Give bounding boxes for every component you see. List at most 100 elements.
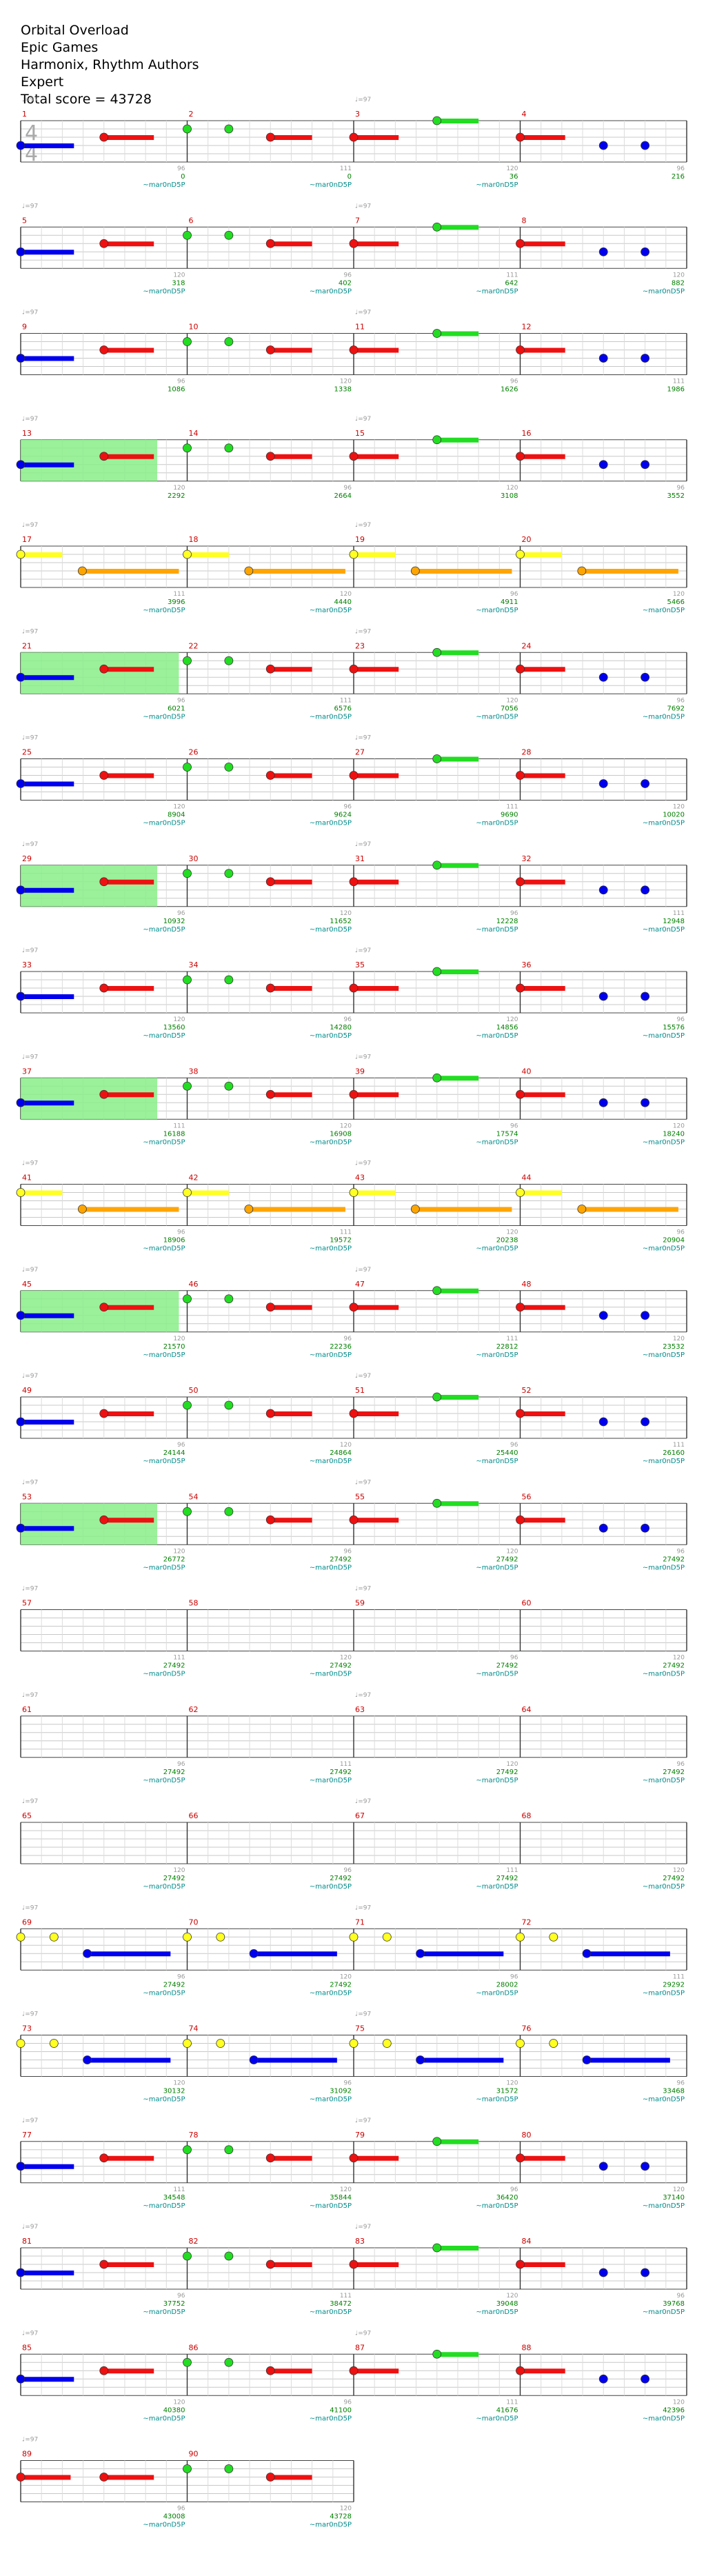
sustain-bar <box>270 1518 312 1523</box>
tempo-marker: ♩=97 <box>355 2224 371 2231</box>
sustain-bar <box>21 1313 74 1318</box>
measure-tag: ~mar0nD5P <box>476 1671 518 1678</box>
measure-tag: ~mar0nD5P <box>310 1245 352 1253</box>
note-gem <box>349 1932 359 1942</box>
note-head <box>349 983 359 993</box>
note-head <box>516 2366 525 2375</box>
measure-score: 4911 <box>501 598 518 606</box>
measure-number: 48 <box>522 1280 532 1289</box>
note-gem <box>183 337 192 346</box>
measure-tag: ~mar0nD5P <box>310 1458 352 1465</box>
measure-score: 27492 <box>663 1769 685 1776</box>
beat-label: 120 <box>173 2080 185 2087</box>
note-gem <box>16 1932 26 1942</box>
measure-number: 43 <box>355 1174 365 1183</box>
beat-label: 111 <box>673 910 685 917</box>
measure-score: 16908 <box>330 1130 352 1138</box>
sustain-bar <box>21 462 74 467</box>
note-gem <box>516 1932 525 1942</box>
measure-tag: ~mar0nD5P <box>310 1351 352 1359</box>
tempo-marker: ♩=97 <box>22 1479 38 1486</box>
beat-label: 96 <box>510 379 518 385</box>
measure-score: 27492 <box>496 1875 518 1882</box>
sustain-bar <box>436 1076 479 1081</box>
note-gem <box>598 1098 608 1107</box>
measure-number: 85 <box>22 2343 32 2352</box>
measure-number: 84 <box>522 2237 532 2246</box>
tempo-marker: ♩=97 <box>22 203 38 210</box>
beat-label: 111 <box>173 591 185 598</box>
beat-label: 96 <box>344 1867 352 1874</box>
note-head <box>265 983 275 993</box>
measure-score: 24144 <box>163 1449 185 1457</box>
measure-score: 13560 <box>163 1024 185 1032</box>
measure-number: 9 <box>22 323 27 332</box>
note-gem <box>641 779 650 788</box>
measure-number: 86 <box>189 2343 199 2352</box>
sustain-bar <box>21 781 74 787</box>
measure-score: 2292 <box>168 492 185 500</box>
note-head <box>577 566 587 576</box>
note-gem <box>183 2357 192 2367</box>
note-gem <box>224 763 234 772</box>
measure-score: 14280 <box>330 1024 352 1032</box>
sustain-bar <box>520 2155 565 2161</box>
staff-row <box>20 1396 687 1439</box>
beat-label: 120 <box>673 272 685 279</box>
note-head <box>349 771 359 780</box>
beat-label: 120 <box>506 485 518 492</box>
sustain-bar <box>354 552 396 557</box>
beat-label: 120 <box>340 379 352 385</box>
sustain-bar <box>82 1207 179 1212</box>
note-head <box>432 435 442 445</box>
measure-number: 52 <box>522 1386 532 1395</box>
note-head <box>99 2473 109 2482</box>
note-gem <box>641 1523 650 1533</box>
overdrive-region <box>21 652 179 694</box>
sustain-bar <box>520 135 565 140</box>
measure-score: 22812 <box>496 1343 518 1351</box>
note-gem <box>16 2039 26 2048</box>
tempo-marker: ♩=97 <box>22 1798 38 1805</box>
measure-number: 39 <box>355 1067 365 1076</box>
sustain-bar <box>436 863 479 868</box>
note-head <box>83 2055 92 2064</box>
beat-label: 96 <box>344 1336 352 1342</box>
note-head <box>432 967 442 976</box>
measure-score: 38472 <box>330 2300 352 2308</box>
note-gem <box>598 2162 608 2171</box>
measure-score: 27492 <box>496 1662 518 1670</box>
measure-tag: ~mar0nD5P <box>310 926 352 934</box>
measure-score: 27492 <box>663 1556 685 1563</box>
note-gem <box>598 354 608 363</box>
measure-tag: ~mar0nD5P <box>643 1989 685 1997</box>
sustain-bar <box>520 773 565 778</box>
note-gem <box>349 2039 359 2048</box>
sustain-bar <box>103 2368 154 2374</box>
measure-number: 18 <box>189 535 199 544</box>
note-gem <box>224 2251 234 2261</box>
measure-number: 51 <box>355 1386 365 1395</box>
measure-tag: ~mar0nD5P <box>143 1245 185 1253</box>
measure-tag: ~mar0nD5P <box>643 820 685 827</box>
sustain-bar <box>354 135 399 140</box>
note-head <box>432 1498 442 1508</box>
beat-label: 120 <box>673 591 685 598</box>
sustain-bar <box>270 2475 312 2480</box>
note-head <box>249 1949 259 1958</box>
note-gem <box>183 443 192 453</box>
measure-score: 24864 <box>330 1449 352 1457</box>
sustain-bar <box>270 135 312 140</box>
measure-tag: ~mar0nD5P <box>476 1458 518 1465</box>
tempo-marker: ♩=97 <box>22 310 38 316</box>
measure-score: 15576 <box>663 1024 685 1032</box>
measure-tag: ~mar0nD5P <box>643 1351 685 1359</box>
tempo-marker: ♩=97 <box>22 1160 38 1167</box>
measure-score: 4440 <box>334 598 352 606</box>
sustain-bar <box>420 2057 504 2063</box>
measure-score: 43008 <box>163 2513 185 2521</box>
note-gem <box>641 141 650 150</box>
measure-tag: ~mar0nD5P <box>643 1883 685 1891</box>
beat-label: 120 <box>673 2399 685 2406</box>
sustain-bar <box>420 1951 504 1957</box>
